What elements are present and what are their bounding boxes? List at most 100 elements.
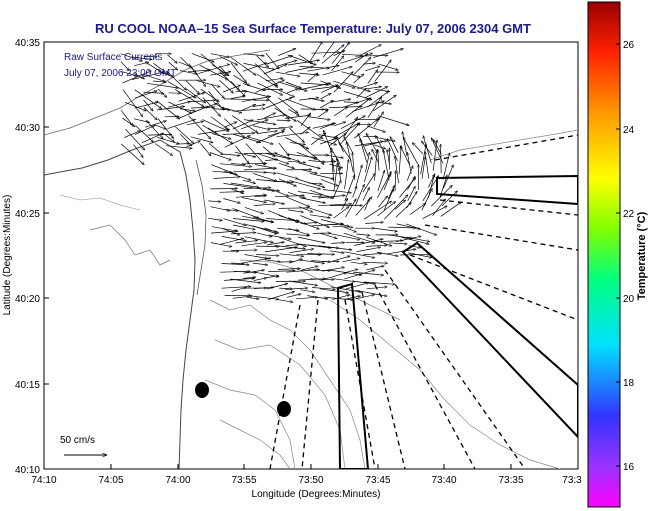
current-vector	[333, 163, 338, 192]
current-vector	[356, 247, 381, 252]
current-vector	[329, 250, 345, 253]
current-vector	[421, 157, 425, 179]
current-vector	[408, 245, 421, 248]
current-vector	[243, 188, 271, 189]
current-vector	[263, 172, 276, 173]
current-vector	[276, 60, 297, 67]
coastline	[44, 139, 196, 469]
current-vector	[178, 61, 192, 67]
current-vector	[275, 71, 300, 76]
current-vector	[353, 74, 364, 84]
current-vector	[212, 109, 231, 110]
y-axis-label: Latitude (Degrees:Minutes)	[2, 195, 13, 316]
x-tick-label: 73:55	[231, 475, 256, 486]
current-vector	[323, 296, 354, 300]
current-vector	[383, 189, 395, 211]
current-vector	[355, 55, 388, 56]
current-vector	[342, 258, 361, 263]
current-vector	[297, 259, 325, 264]
current-vector	[230, 80, 246, 96]
current-vector	[364, 141, 383, 147]
current-vector	[276, 132, 309, 138]
current-vector	[257, 82, 283, 96]
current-vector	[297, 83, 331, 91]
current-vector	[199, 64, 229, 81]
current-vector	[122, 117, 136, 127]
current-vector	[394, 200, 406, 210]
current-vector	[167, 81, 196, 99]
current-vector	[357, 133, 369, 157]
current-vector	[296, 254, 321, 255]
y-tick-label: 40:25	[15, 209, 40, 220]
current-vector	[242, 83, 265, 91]
current-vector	[339, 168, 342, 181]
current-vector	[373, 144, 386, 149]
current-vector	[223, 85, 240, 93]
current-vector	[383, 174, 392, 191]
current-vector	[175, 144, 190, 145]
current-vector	[407, 152, 412, 174]
current-vector	[409, 203, 426, 215]
current-vector	[310, 133, 326, 145]
current-vector	[367, 91, 389, 108]
current-vector	[257, 115, 285, 121]
current-vector	[279, 237, 306, 246]
current-vector	[200, 53, 227, 76]
current-vector	[441, 144, 442, 174]
current-vector	[120, 70, 138, 76]
current-vector	[322, 267, 344, 272]
current-vector	[158, 70, 174, 77]
current-vector	[286, 89, 298, 94]
current-vector	[268, 271, 295, 272]
current-vector	[167, 54, 177, 64]
current-vector	[367, 70, 378, 84]
current-vector	[243, 258, 271, 264]
current-vector	[298, 143, 324, 165]
current-vector	[185, 80, 200, 95]
current-vector	[241, 89, 270, 97]
current-vector	[233, 224, 255, 230]
current-vector	[142, 132, 163, 144]
current-vector	[339, 142, 352, 161]
current-vector	[373, 227, 398, 231]
current-vector	[235, 241, 257, 244]
current-vector	[342, 99, 370, 108]
current-vector	[175, 126, 194, 144]
current-vector	[253, 295, 278, 299]
current-vector	[322, 161, 336, 162]
current-vector	[425, 151, 430, 179]
current-vector	[330, 286, 361, 292]
current-vector	[365, 222, 383, 223]
current-vector	[222, 133, 255, 135]
current-vector	[321, 224, 343, 225]
current-vector	[362, 173, 376, 193]
current-vector	[331, 150, 335, 182]
current-vector	[198, 64, 229, 74]
current-vector	[230, 278, 261, 283]
colorbar-tick-label: 26	[623, 40, 635, 51]
y-tick-label: 40:10	[15, 465, 40, 476]
current-vector	[365, 245, 387, 246]
current-vector	[241, 197, 267, 203]
current-vector	[333, 278, 356, 282]
y-tick-label: 40:30	[15, 123, 40, 134]
current-vector	[241, 96, 271, 103]
current-vector	[210, 72, 231, 76]
current-vector	[276, 227, 299, 230]
current-vector	[268, 234, 292, 239]
current-vector	[208, 201, 221, 202]
current-vector	[301, 266, 318, 271]
current-vector	[331, 243, 345, 244]
x-axis-label: Longitude (Degrees:Minutes)	[252, 489, 381, 500]
current-vector	[395, 171, 396, 192]
current-vector	[342, 226, 356, 232]
current-vector	[263, 188, 280, 191]
current-vector	[230, 62, 247, 83]
current-vector	[398, 145, 401, 175]
current-vector	[168, 61, 178, 70]
current-vector	[321, 84, 338, 93]
current-vector	[268, 128, 285, 129]
current-vector	[231, 188, 244, 193]
bathymetry-contours	[204, 129, 578, 469]
current-vector	[188, 70, 211, 73]
